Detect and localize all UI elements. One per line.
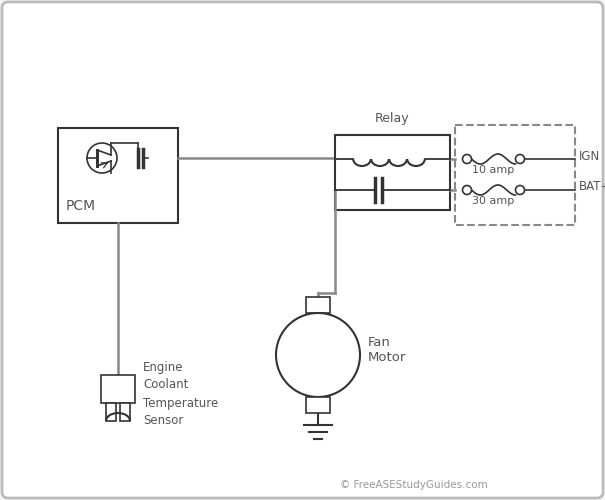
Text: Engine
Coolant
Temperature
Sensor: Engine Coolant Temperature Sensor (143, 360, 218, 428)
Text: © FreeASEStudyGuides.com: © FreeASEStudyGuides.com (340, 480, 488, 490)
Text: 10 amp: 10 amp (472, 165, 514, 175)
FancyBboxPatch shape (455, 125, 575, 225)
Text: IGN: IGN (579, 150, 600, 162)
Text: PCM: PCM (66, 199, 96, 213)
Text: BAT+: BAT+ (579, 180, 605, 194)
Bar (58, 128, 178, 223)
Bar (106, 403, 116, 421)
Circle shape (462, 186, 471, 194)
Circle shape (87, 143, 117, 173)
Bar (335, 135, 450, 210)
Circle shape (515, 186, 525, 194)
Circle shape (515, 154, 525, 164)
Bar (120, 403, 130, 421)
Text: 30 amp: 30 amp (472, 196, 514, 206)
Text: Fan
Motor: Fan Motor (368, 336, 407, 364)
Bar (101, 375, 135, 403)
Bar (306, 297, 330, 313)
Text: Relay: Relay (374, 112, 410, 125)
Circle shape (462, 154, 471, 164)
Bar (306, 397, 330, 413)
Circle shape (276, 313, 360, 397)
